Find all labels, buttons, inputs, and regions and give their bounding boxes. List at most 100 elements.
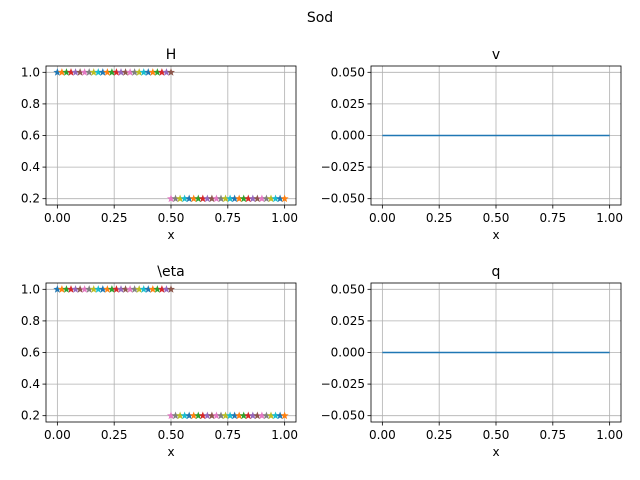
data-point <box>85 68 94 76</box>
data-point <box>80 285 89 293</box>
data-point <box>271 194 280 203</box>
y-tick-label: 0.2 <box>21 409 40 423</box>
data-point <box>167 68 175 76</box>
data-point <box>207 194 216 203</box>
y-tick-label: 0.8 <box>21 314 40 328</box>
data-point <box>103 285 112 293</box>
y-tick-label: −0.025 <box>321 377 365 391</box>
data-point <box>57 68 66 76</box>
data-point <box>221 194 230 203</box>
x-tick-label: 0.75 <box>214 211 241 225</box>
figure-suptitle: Sod <box>307 10 333 26</box>
data-point <box>185 194 194 203</box>
x-tick-label: 0.00 <box>369 428 396 442</box>
data-point <box>167 194 175 203</box>
data-point <box>262 411 271 420</box>
x-axis-label: x <box>167 228 174 242</box>
data-point <box>248 411 257 420</box>
data-point <box>198 194 207 203</box>
data-point <box>117 285 125 293</box>
data-point <box>189 194 198 203</box>
data-point <box>276 194 285 203</box>
y-tick-label: 1.0 <box>21 65 40 79</box>
x-tick-label: 0.25 <box>426 211 453 225</box>
data-point <box>230 194 239 203</box>
data-point <box>207 411 216 420</box>
data-point <box>167 411 175 420</box>
x-tick-label: 0.75 <box>214 428 241 442</box>
x-tick-label: 1.00 <box>596 211 623 225</box>
x-tick-label: 0.00 <box>44 428 71 442</box>
data-point <box>244 411 253 420</box>
data-point <box>221 411 230 420</box>
data-point <box>185 411 194 420</box>
data-point <box>98 68 107 76</box>
data-point <box>94 68 103 76</box>
data-point <box>53 285 62 293</box>
data-point <box>212 194 221 203</box>
x-tick-label: 1.00 <box>271 211 298 225</box>
data-point <box>248 194 257 203</box>
data-point <box>257 411 266 420</box>
data-point <box>244 194 253 203</box>
data-point <box>117 68 125 76</box>
x-tick-label: 0.50 <box>483 211 510 225</box>
data-point <box>94 285 103 293</box>
data-point <box>203 411 212 420</box>
data-point <box>280 194 289 203</box>
data-point <box>144 285 153 293</box>
data-point <box>98 285 107 293</box>
data-point <box>262 194 271 203</box>
data-point <box>85 285 94 293</box>
data-point <box>167 285 175 293</box>
data-point <box>171 194 180 203</box>
data-point <box>107 68 116 76</box>
data-point <box>139 285 148 293</box>
data-point <box>53 68 62 76</box>
data-point <box>230 411 239 420</box>
data-point <box>130 68 139 76</box>
x-tick-label: 0.25 <box>101 211 128 225</box>
data-point <box>62 68 71 76</box>
subplot-title: v <box>492 47 500 63</box>
data-point <box>203 194 212 203</box>
x-tick-label: 0.25 <box>426 428 453 442</box>
data-point <box>121 68 130 76</box>
subplot-eta: 0.00 0.25 0.50 0.75 1.00 0.2 0.4 0.6 0.8 1.0 \eta x <box>21 264 298 459</box>
subplot-title: H <box>166 47 177 63</box>
data-point <box>126 285 135 293</box>
data-point <box>198 411 207 420</box>
data-point <box>217 194 225 203</box>
y-tick-label: 0.6 <box>21 346 40 360</box>
y-tick-label: 0.050 <box>331 65 365 79</box>
data-point <box>267 411 275 420</box>
data-point <box>194 194 203 203</box>
x-tick-label: 1.00 <box>271 428 298 442</box>
x-tick-label: 0.00 <box>44 211 71 225</box>
data-point <box>276 411 285 420</box>
data-point <box>162 285 171 293</box>
data-point <box>148 68 157 76</box>
y-tick-label: 1.0 <box>21 282 40 296</box>
data-point <box>130 285 139 293</box>
subplot-title: q <box>492 264 501 280</box>
x-tick-label: 0.75 <box>539 428 566 442</box>
data-point <box>107 285 116 293</box>
data-point <box>89 285 98 293</box>
data-point <box>239 411 248 420</box>
data-point <box>257 194 266 203</box>
data-point <box>176 411 185 420</box>
subplot-q: 0.00 0.25 0.50 0.75 1.00 −0.050 −0.025 0.000 0.0… <box>321 264 623 459</box>
data-point <box>226 194 235 203</box>
data-point <box>135 68 144 76</box>
data-point <box>67 285 75 293</box>
x-tick-label: 1.00 <box>596 428 623 442</box>
x-axis-label: x <box>167 445 174 459</box>
data-point <box>112 285 121 293</box>
data-point <box>253 411 262 420</box>
y-tick-label: 0.4 <box>21 377 40 391</box>
x-tick-label: 0.50 <box>158 211 185 225</box>
data-point <box>157 68 166 76</box>
data-point <box>135 285 144 293</box>
data-point <box>212 411 221 420</box>
